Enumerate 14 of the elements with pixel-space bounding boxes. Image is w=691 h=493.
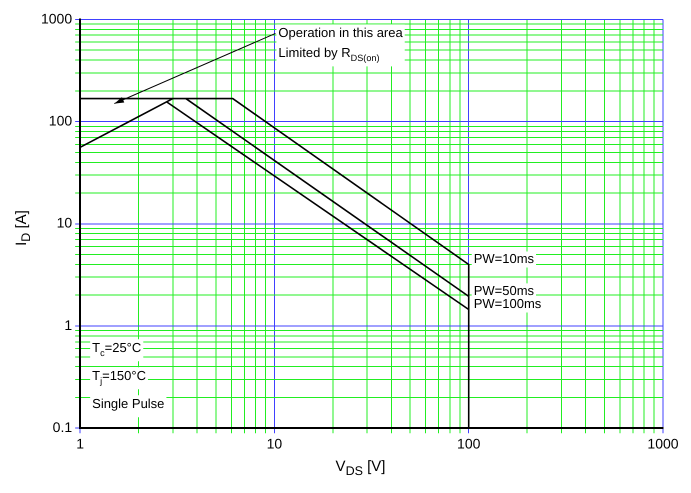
- y-tick-label: 0.1: [52, 419, 72, 436]
- x-tick-label: 1: [76, 435, 84, 452]
- x-tick-label: 10: [266, 435, 282, 452]
- x-tick-label: 1000: [647, 435, 679, 452]
- annotation: Single Pulse: [92, 396, 164, 411]
- series-label: PW=50ms: [474, 282, 535, 298]
- series-label: PW=10ms: [474, 251, 535, 266]
- x-tick-label: 100: [457, 435, 481, 452]
- y-tick-label: 100: [48, 112, 72, 128]
- y-tick-label: 1: [64, 316, 72, 333]
- y-tick-label: 1000: [40, 10, 72, 26]
- x-axis-title: V$_{DS}$ [V]: [334, 458, 386, 478]
- series-label: PW=100ms: [474, 296, 542, 312]
- y-tick-label: 10: [56, 214, 72, 231]
